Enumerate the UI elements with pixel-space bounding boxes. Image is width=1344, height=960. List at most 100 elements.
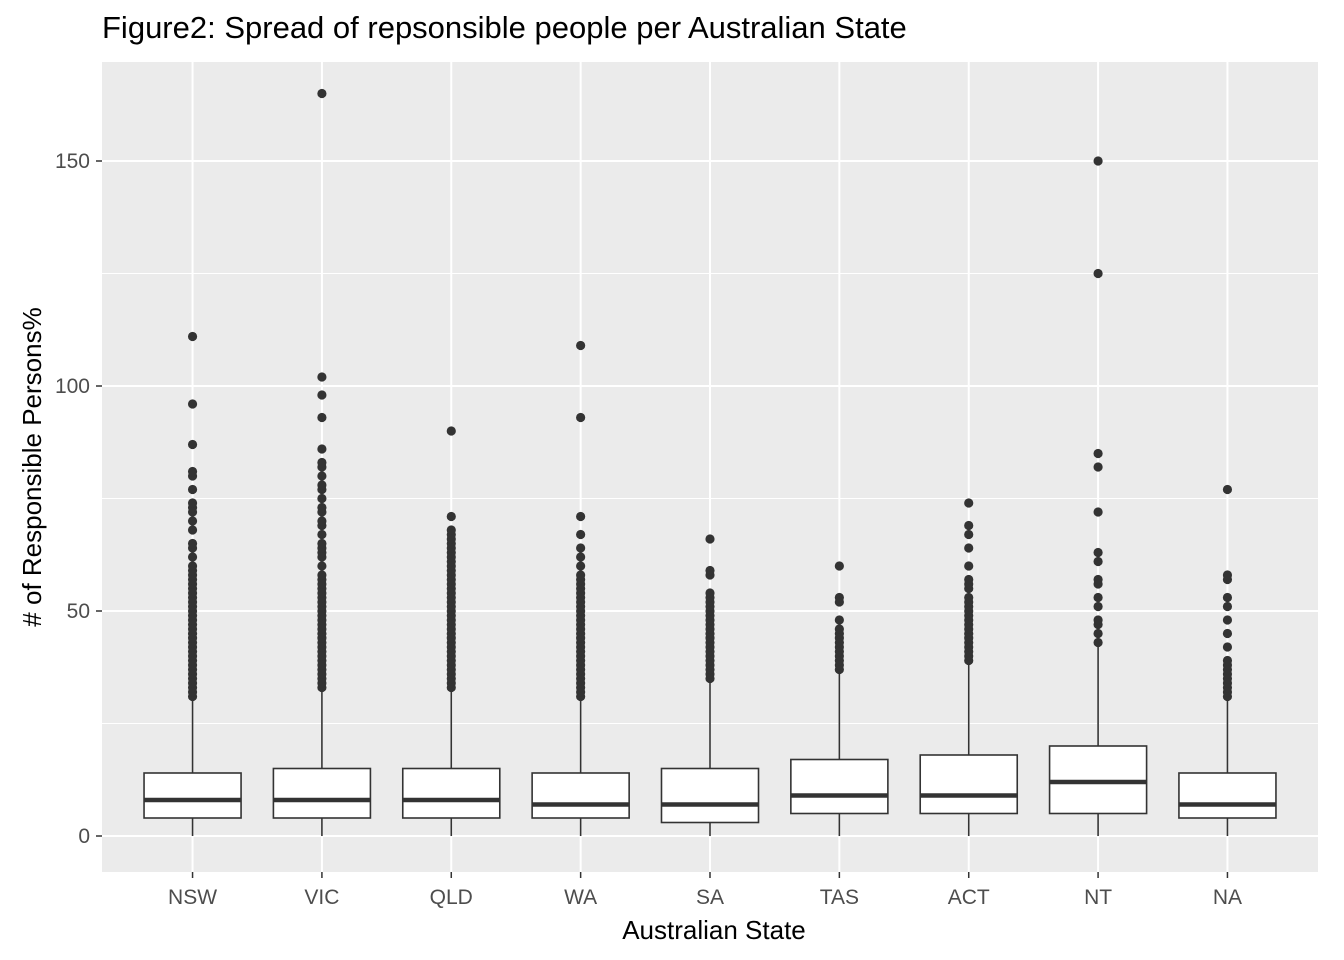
outlier-point-wa [576,561,586,571]
outlier-point-nsw [187,399,198,409]
outlier-point-nt [1093,556,1103,567]
outlier-point-sa [705,565,715,576]
outlier-point-wa [576,543,586,553]
outlier-point-na [1222,642,1233,652]
outlier-point-vic [317,390,327,400]
x-tick-label-qld: QLD [430,886,473,909]
outlier-point-sa [705,534,715,544]
outlier-point-sa [705,588,715,598]
outlier-point-qld [446,511,456,522]
outlier-point-vic [317,480,327,490]
box-act [919,754,1019,815]
outlier-point-wa [576,570,586,580]
outlier-point-vic [317,412,327,423]
outlier-point-act [964,520,974,531]
outlier-point-act [964,574,974,585]
outlier-point-nsw [187,561,198,571]
outlier-point-wa [576,412,586,423]
outlier-point-nt [1093,592,1103,603]
whiskers [191,647,1229,836]
outlier-point-act [964,543,974,553]
outlier-point-nt [1093,507,1103,517]
x-tick-label-nsw: NSW [168,886,217,909]
outlier-point-nsw [187,331,198,342]
y-axis: 0 50 100 150 [55,150,102,848]
box-sa [660,767,760,824]
x-tick-label-na: NA [1213,886,1242,909]
outlier-point-vic [317,538,327,549]
outlier-point-nt [1093,601,1103,612]
outlier-point-qld [446,426,456,436]
outlier-point-nsw [187,484,198,495]
outlier-point-nsw [187,538,198,549]
x-tick-label-vic: VIC [304,886,339,909]
outlier-point-na [1222,592,1233,603]
y-axis-title: # of Responsible Persons% [17,307,47,626]
outlier-point-qld [446,525,456,535]
box-na [1178,772,1277,819]
outlier-point-vic [317,471,327,481]
y-tick-label-150: 150 [55,150,90,173]
x-tick-label-act: ACT [948,886,990,909]
outlier-point-nsw [187,498,198,508]
outlier-point-vic [317,457,327,468]
outliers [187,88,1233,702]
outlier-point-tas [834,561,844,571]
outlier-point-nt [1093,637,1103,648]
outlier-point-nsw [187,466,198,477]
x-axis: NSW VIC QLD WA SA TAS ACT NT NA [168,872,1242,909]
outlier-point-vic [317,529,327,540]
y-tick-label-100: 100 [55,375,90,398]
outlier-point-na [1222,601,1233,612]
outlier-point-act [964,498,974,508]
outlier-point-nt [1093,615,1103,625]
x-tick-label-sa: SA [696,886,724,909]
box-wa [531,772,630,819]
outlier-point-nt [1093,628,1103,639]
outlier-point-nt [1093,547,1103,558]
outlier-point-vic [317,516,327,526]
outlier-point-nt [1093,156,1103,166]
chart-title: Figure2: Spread of repsonsible people pe… [102,10,907,45]
outlier-point-nsw [187,552,198,562]
outlier-point-tas [834,615,844,625]
outlier-point-act [964,561,974,571]
outlier-point-nsw [187,525,198,535]
outlier-point-act [964,529,974,540]
outlier-point-wa [576,529,586,540]
outlier-point-nt [1093,268,1103,279]
outlier-point-tas [834,592,844,603]
outlier-point-nt [1093,574,1103,585]
box-vic [272,767,372,819]
outlier-point-wa [576,511,586,522]
y-tick-label-50: 50 [67,600,90,623]
outlier-point-na [1222,655,1233,666]
x-tick-label-nt: NT [1084,886,1112,909]
x-tick-label-tas: TAS [820,886,859,909]
outlier-point-na [1222,615,1233,625]
outlier-point-wa [576,340,586,351]
outlier-point-vic [317,561,327,571]
boxes [143,745,1277,824]
outlier-point-wa [576,552,586,562]
outlier-point-vic [317,444,327,454]
box-nsw [143,772,242,819]
outlier-point-vic [317,88,327,99]
outlier-point-na [1222,484,1233,495]
outlier-point-na [1222,570,1233,580]
outlier-point-tas [834,624,844,634]
outlier-point-nsw [187,516,198,526]
box-qld [401,767,501,819]
outlier-point-vic [317,570,327,580]
outlier-point-vic [317,493,327,504]
box-tas [790,758,889,815]
outlier-point-nsw [187,439,198,450]
outlier-point-nt [1093,448,1103,459]
outlier-point-na [1222,628,1233,639]
x-tick-label-wa: WA [564,886,597,909]
outlier-point-nt [1093,462,1103,472]
outlier-point-vic [317,502,327,513]
outlier-point-vic [317,372,327,382]
y-tick-label-0: 0 [78,825,90,848]
